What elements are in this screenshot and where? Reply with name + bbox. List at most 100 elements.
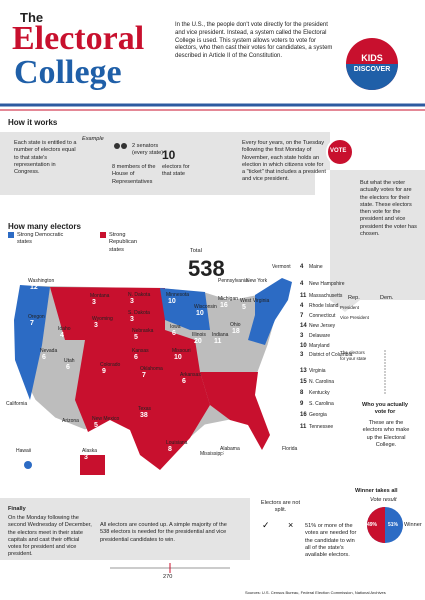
- state-name: Delaware: [309, 333, 330, 339]
- state-electors: 7: [30, 320, 34, 327]
- state-electors: 14: [300, 323, 307, 329]
- state-name: Kentucky: [309, 390, 330, 396]
- state-electors: 4: [60, 332, 64, 339]
- state-electors: 3: [84, 454, 88, 461]
- title-the: The: [20, 10, 44, 25]
- dem-region: [160, 288, 210, 330]
- state-name: California: [6, 401, 27, 407]
- state-electors: 7: [300, 313, 304, 319]
- dem-region: [14, 285, 50, 400]
- state-name: New Mexico: [92, 416, 119, 422]
- state-electors: 5: [242, 304, 246, 311]
- winner-label: Winner: [404, 522, 422, 528]
- intro: In the U.S., the people don't vote direc…: [175, 22, 333, 60]
- ballot-heading: Who you actually vote for: [362, 402, 408, 416]
- state-electors: 11: [300, 424, 307, 430]
- finale-text: On the Monday following the second Wedne…: [8, 515, 92, 558]
- ballot-label: Rep.: [348, 295, 360, 301]
- hawaii: [24, 461, 32, 469]
- state-name: Utah: [64, 358, 75, 364]
- total-label: electors for that state: [162, 164, 190, 178]
- ballot-label: President: [340, 305, 360, 310]
- state-name: New Hampshire: [309, 281, 345, 287]
- dem-region: [248, 278, 292, 345]
- state-electors: 18: [232, 328, 240, 335]
- state-electors: 3: [274, 270, 278, 277]
- state-electors: 8: [168, 446, 172, 453]
- state-electors: 10: [196, 310, 204, 317]
- us-map: Washington12Oregon7California55Nevada6Id…: [6, 264, 353, 475]
- state-electors: 6: [172, 330, 176, 337]
- rep-region: [200, 372, 270, 450]
- state-name: District of Columbia: [309, 352, 353, 358]
- state-name: Rhode Island: [309, 303, 339, 309]
- state-name: Alabama: [220, 446, 240, 452]
- majority-label: 270: [163, 574, 173, 580]
- legend-label: Strong Republican states: [109, 232, 137, 253]
- state-name: Alaska: [82, 448, 97, 454]
- state-name: Idaho: [58, 326, 71, 332]
- state-electors: 11: [64, 424, 72, 431]
- state-electors: 11: [300, 293, 307, 299]
- state-name: Colorado: [100, 362, 121, 368]
- state-name: Virginia: [309, 368, 326, 374]
- state-name: N. Dakota: [128, 292, 150, 298]
- logo-text: KIDS: [361, 53, 383, 63]
- cross-icon: ×: [288, 520, 293, 530]
- state-name: S. Dakota: [128, 310, 150, 316]
- finale-text: All electors are counted up. A simple ma…: [100, 522, 227, 543]
- ballot-label: The electors for your state: [340, 350, 367, 361]
- state-name: Wisconsin: [194, 304, 217, 310]
- state-electors: 9: [102, 368, 106, 375]
- finale-heading: Winner takes all: [355, 488, 398, 494]
- pie-label: 49%: [367, 522, 378, 528]
- house: 8 members of the House of Representative…: [112, 164, 156, 185]
- state-electors: 4: [300, 264, 304, 270]
- state-electors: 16: [300, 412, 307, 418]
- state-name: Maryland: [309, 343, 330, 349]
- check-icon: ✓: [262, 520, 270, 530]
- pie: [367, 507, 385, 543]
- state-name: West Virginia: [240, 298, 269, 304]
- state-electors: 6: [202, 457, 206, 464]
- state-name: Hawaii: [16, 448, 31, 454]
- state-name: Texas: [138, 406, 152, 412]
- state-electors: 12: [30, 284, 38, 291]
- state-name: N. Carolina: [309, 379, 334, 385]
- state-name: Louisiana: [166, 440, 188, 446]
- state-name: Nebraska: [132, 328, 154, 334]
- vote-text: VOTE: [330, 148, 347, 154]
- total-label: Total: [190, 248, 202, 254]
- state-name: Pennsylvania: [218, 278, 248, 284]
- state-name: Tennessee: [309, 424, 333, 430]
- example-label: Example: [82, 136, 104, 142]
- state-name: Arkansas: [180, 372, 201, 378]
- state-electors: 3: [94, 322, 98, 329]
- ballot-label: Dem.: [380, 295, 394, 301]
- flow-band: [330, 170, 425, 300]
- state-electors: 4: [300, 303, 304, 309]
- ballot-text: These are the electors who make up the E…: [362, 420, 410, 448]
- state-name: Oklahoma: [140, 366, 163, 372]
- state-electors: 55: [8, 407, 16, 414]
- state-electors: 3: [300, 333, 304, 339]
- pie-label: 51%: [388, 522, 399, 528]
- total: 10: [162, 148, 176, 162]
- finale-text: Electors are not split.: [260, 500, 301, 514]
- state-name: Oregon: [28, 314, 45, 320]
- vote-badge: [326, 138, 354, 166]
- legend-label: Strong Democratic states: [17, 232, 64, 246]
- state-electors: 10: [300, 343, 307, 349]
- state-electors: 10: [174, 354, 182, 361]
- state-electors: 9: [222, 452, 226, 459]
- finale-heading: Finally: [8, 506, 26, 512]
- state-name: Iowa: [170, 324, 181, 330]
- state-electors: 3: [130, 298, 134, 305]
- state-electors: 8: [300, 390, 304, 396]
- state-electors: 7: [142, 372, 146, 379]
- state-electors: 29: [284, 452, 292, 459]
- total: 538: [188, 256, 225, 281]
- state-electors: 29: [248, 284, 256, 291]
- title: Electoral: [12, 20, 145, 57]
